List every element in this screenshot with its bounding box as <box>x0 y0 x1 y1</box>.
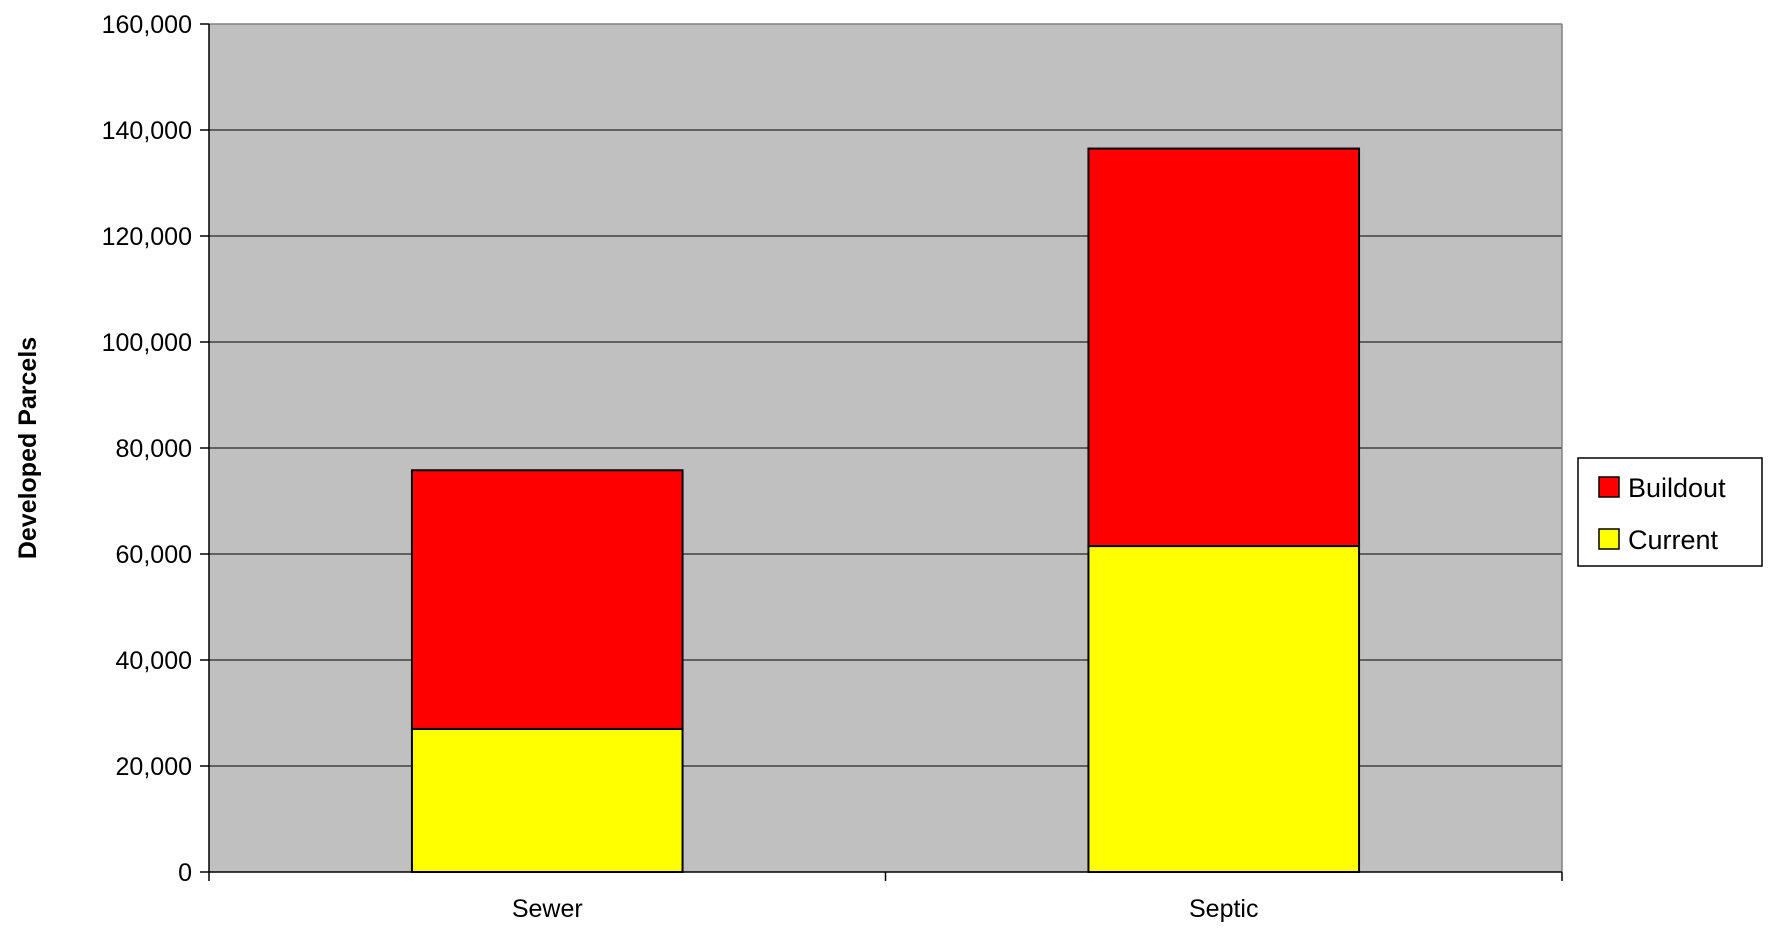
bar-septic-current <box>1087 545 1361 873</box>
legend-swatch-current <box>1598 528 1620 550</box>
legend-swatch-buildout <box>1598 476 1620 498</box>
y-tick-label: 0 <box>178 859 192 887</box>
x-tick-labels: Sewer Septic <box>512 895 1259 923</box>
y-tick-labels: 0 20,000 40,000 60,000 80,000 100,000 120,000 1… <box>102 11 192 887</box>
y-tick-label: 20,000 <box>116 753 192 781</box>
y-tick-label: 80,000 <box>116 435 192 463</box>
y-tick-label: 40,000 <box>116 647 192 675</box>
legend-label-current: Current <box>1628 525 1719 555</box>
bar-sewer-current <box>410 727 684 874</box>
x-tick-label-septic: Septic <box>1189 895 1258 923</box>
y-tick-label: 160,000 <box>102 11 192 39</box>
axes <box>200 23 1563 881</box>
bars <box>410 147 1361 874</box>
y-tick-label: 140,000 <box>102 117 192 145</box>
legend-label-buildout: Buildout <box>1628 473 1726 503</box>
y-tick-label: 120,000 <box>102 223 192 251</box>
x-tick-label-sewer: Sewer <box>512 895 583 923</box>
y-axis-title: Developed Parcels <box>14 337 42 559</box>
bar-septic-buildout <box>1087 147 1361 548</box>
bar-sewer-buildout <box>410 469 684 730</box>
y-tick-label: 60,000 <box>116 541 192 569</box>
legend: Buildout Current <box>1577 457 1763 567</box>
y-tick-label: 100,000 <box>102 329 192 357</box>
